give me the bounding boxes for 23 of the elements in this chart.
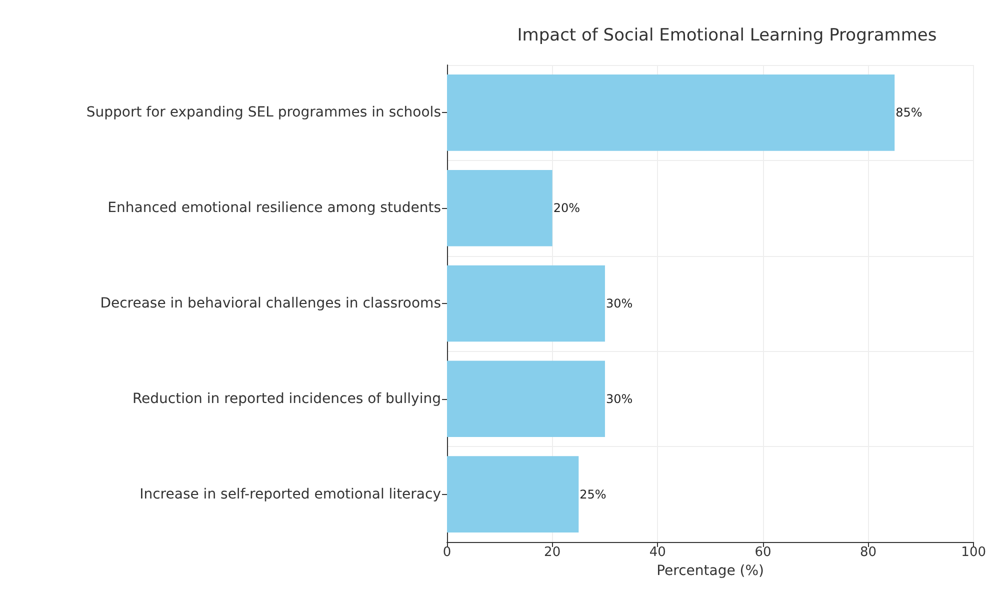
data-label: 25% xyxy=(580,487,606,502)
y-tick-label: Increase in self-reported emotional literacy xyxy=(140,486,441,502)
y-tick-label: Decrease in behavioral challenges in classrooms xyxy=(100,296,441,312)
x-axis-title: Percentage (%) xyxy=(656,562,764,579)
data-label: 30% xyxy=(606,296,633,310)
y-tick-label: Reduction in reported incidences of bullying xyxy=(132,390,441,407)
chart-title: Impact of Social Emotional Learning Programmes xyxy=(517,26,937,46)
bar xyxy=(447,360,605,438)
bar xyxy=(447,74,895,151)
x-tick-label: 0 xyxy=(442,545,452,560)
data-label: 30% xyxy=(606,392,633,406)
data-label: 85% xyxy=(896,106,922,120)
x-tick-label: 60 xyxy=(754,545,772,560)
x-tick-label: 40 xyxy=(649,545,666,560)
bar xyxy=(447,265,605,342)
y-tick-label: Support for expanding SEL programmes in schools xyxy=(86,104,441,121)
bar xyxy=(447,456,579,532)
x-tick-label: 100 xyxy=(961,545,986,560)
x-tick-label: 20 xyxy=(544,545,561,560)
bar xyxy=(447,170,552,246)
y-tick-label: Enhanced emotional resilience among students xyxy=(108,200,441,216)
data-label: 20% xyxy=(553,201,580,216)
x-tick-label: 80 xyxy=(860,545,877,560)
